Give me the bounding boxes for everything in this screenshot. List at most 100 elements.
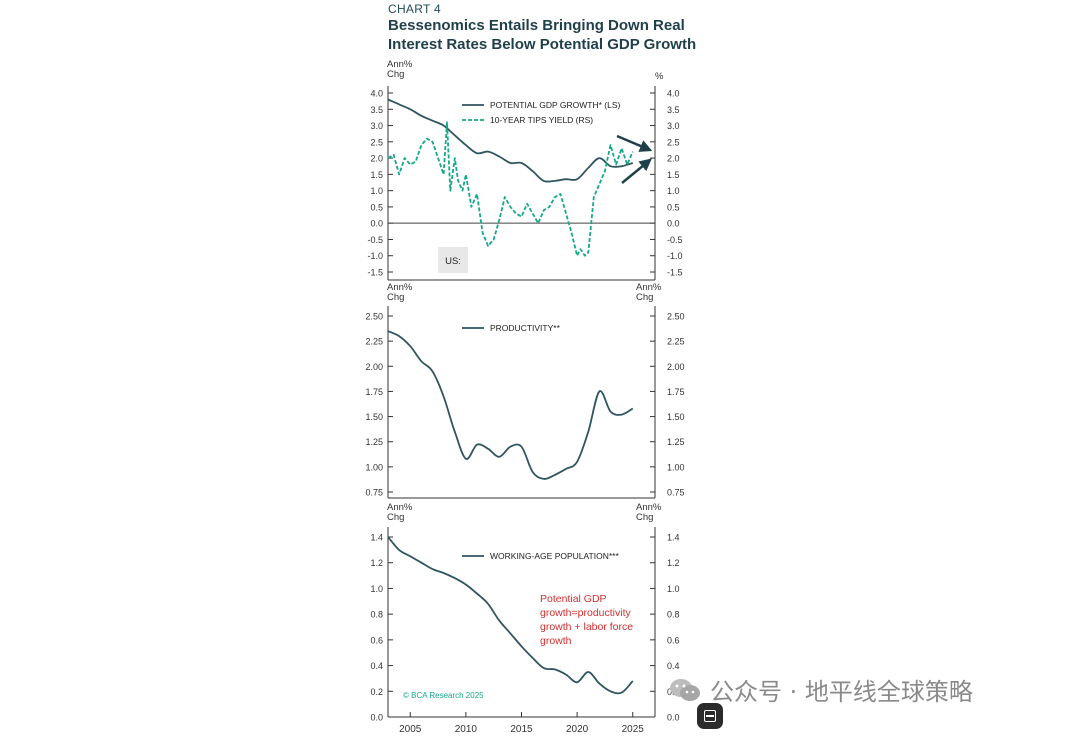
scan-text-button[interactable]: [697, 703, 723, 729]
left-tick-label: 2.5: [370, 137, 383, 147]
right-tick-label: -0.5: [667, 235, 683, 245]
right-tick-label: 1.0: [667, 584, 680, 594]
left-tick-label: 0.8: [370, 610, 383, 620]
right-tick-label: 2.5: [667, 137, 680, 147]
left-tick-label: 1.0: [370, 584, 383, 594]
left-tick-label: -1.0: [367, 251, 383, 261]
right-tick-label: 1.75: [667, 387, 685, 397]
watermark: 公众号 · 地平线全球策略: [668, 672, 973, 707]
left-axis-unit-label: Ann%: [387, 282, 413, 293]
chart-title-line-1: Bessenomics Entails Bringing Down Real: [388, 17, 685, 34]
right-tick-label: 0.5: [667, 202, 680, 212]
left-tick-label: 1.50: [365, 412, 383, 422]
right-tick-label: 2.25: [667, 337, 685, 347]
left-tick-label: 2.50: [365, 312, 383, 322]
left-axis-unit-label: Ann%: [387, 502, 413, 513]
us-badge-label: US:: [445, 256, 461, 267]
right-tick-label: 1.5: [667, 170, 680, 180]
left-tick-label: 1.5: [370, 170, 383, 180]
series-line-bottom: [387, 536, 634, 695]
annotation-line: Potential GDP: [540, 593, 607, 605]
left-tick-label: 0.0: [370, 219, 383, 229]
left-tick-label: 1.25: [365, 437, 383, 447]
us-badge-box: [438, 247, 468, 273]
legend-label: POTENTIAL GDP GROWTH* (LS): [490, 100, 621, 110]
right-tick-label: -1.5: [667, 268, 683, 278]
right-axis-unit-label: Chg: [636, 512, 653, 523]
watermark-text: 公众号 · 地平线全球策略: [710, 678, 973, 706]
right-tick-label: 2.50: [667, 312, 685, 322]
left-axis-unit-label: Chg: [387, 512, 404, 523]
x-tick-label: 2005: [399, 724, 422, 735]
right-tick-label: 0.4: [667, 661, 680, 671]
right-axis-unit-label: Ann%: [636, 502, 662, 513]
right-tick-label: 1.50: [667, 412, 685, 422]
chart-label: CHART 4: [388, 2, 442, 16]
right-tick-label: 0.0: [667, 219, 680, 229]
credit-label: © BCA Research 2025: [403, 691, 484, 700]
series-line-tips-yield: [387, 121, 634, 257]
left-tick-label: 2.25: [365, 337, 383, 347]
x-tick-label: 2020: [566, 724, 589, 735]
right-tick-label: 0.0: [667, 713, 680, 723]
left-tick-label: 0.75: [365, 488, 383, 498]
left-tick-label: 1.75: [365, 387, 383, 397]
left-axis-unit-label: Chg: [387, 69, 404, 80]
annotation-line: growth: [540, 635, 572, 647]
left-tick-label: 2.0: [370, 154, 383, 164]
left-axis-unit-label: Ann%: [387, 59, 413, 70]
right-tick-label: 0.8: [667, 610, 680, 620]
right-tick-label: 1.00: [667, 462, 685, 472]
annotation-line: growth=productivity: [540, 607, 632, 619]
left-tick-label: 3.5: [370, 105, 383, 115]
left-tick-label: 0.4: [370, 661, 383, 671]
left-tick-label: 0.6: [370, 635, 383, 645]
wechat-icon: [670, 678, 700, 701]
right-axis-unit-label: Ann%: [636, 282, 662, 293]
trend-arrows: [616, 134, 653, 184]
right-tick-label: 3.5: [667, 105, 680, 115]
series-line-middle: [387, 330, 634, 480]
left-tick-label: 2.00: [365, 362, 383, 372]
annotation-line: growth + labor force: [540, 621, 633, 633]
right-tick-label: 1.0: [667, 186, 680, 196]
right-tick-label: 1.4: [667, 533, 680, 543]
right-tick-label: 0.75: [667, 488, 685, 498]
up-arrow: [621, 158, 652, 184]
left-tick-label: 1.0: [370, 186, 383, 196]
right-tick-label: 1.2: [667, 558, 680, 568]
legend-label: PRODUCTIVITY**: [490, 323, 561, 333]
left-tick-label: 0.0: [370, 713, 383, 723]
series-line-top: [387, 98, 634, 183]
chart-panel-top: Ann%Chg %4.0 4.03.5 3.53.0 3.02.5 2.52.0 2.01.…: [367, 59, 683, 281]
down-arrow: [616, 134, 653, 152]
left-tick-label: -1.5: [367, 268, 383, 278]
x-tick-label: 2015: [510, 724, 533, 735]
right-tick-label: 4.0: [667, 89, 680, 99]
left-tick-label: -0.5: [367, 235, 383, 245]
left-axis-unit-label: Chg: [387, 292, 404, 303]
chart-title-line-2: Interest Rates Below Potential GDP Growt…: [388, 36, 697, 53]
right-tick-label: -1.0: [667, 251, 683, 261]
x-tick-label: 2025: [622, 724, 645, 735]
legend-label: WORKING-AGE POPULATION***: [490, 551, 619, 561]
left-tick-label: 1.4: [370, 533, 383, 543]
left-tick-label: 0.5: [370, 202, 383, 212]
right-tick-label: 3.0: [667, 121, 680, 131]
right-tick-label: 2.0: [667, 154, 680, 164]
left-tick-label: 1.2: [370, 558, 383, 568]
right-tick-label: 2.00: [667, 362, 685, 372]
x-tick-label: 2010: [455, 724, 478, 735]
left-tick-label: 1.00: [365, 462, 383, 472]
right-tick-label: 0.6: [667, 635, 680, 645]
left-tick-label: 0.2: [370, 687, 383, 697]
legend-label: 10-YEAR TIPS YIELD (RS): [490, 115, 593, 125]
chart-header: CHART 4 Bessenomics Entails Bringing Dow…: [388, 2, 718, 54]
left-tick-label: 4.0: [370, 89, 383, 99]
right-axis-unit-label: Chg: [636, 292, 653, 303]
right-tick-label: 1.25: [667, 437, 685, 447]
left-tick-label: 3.0: [370, 121, 383, 131]
